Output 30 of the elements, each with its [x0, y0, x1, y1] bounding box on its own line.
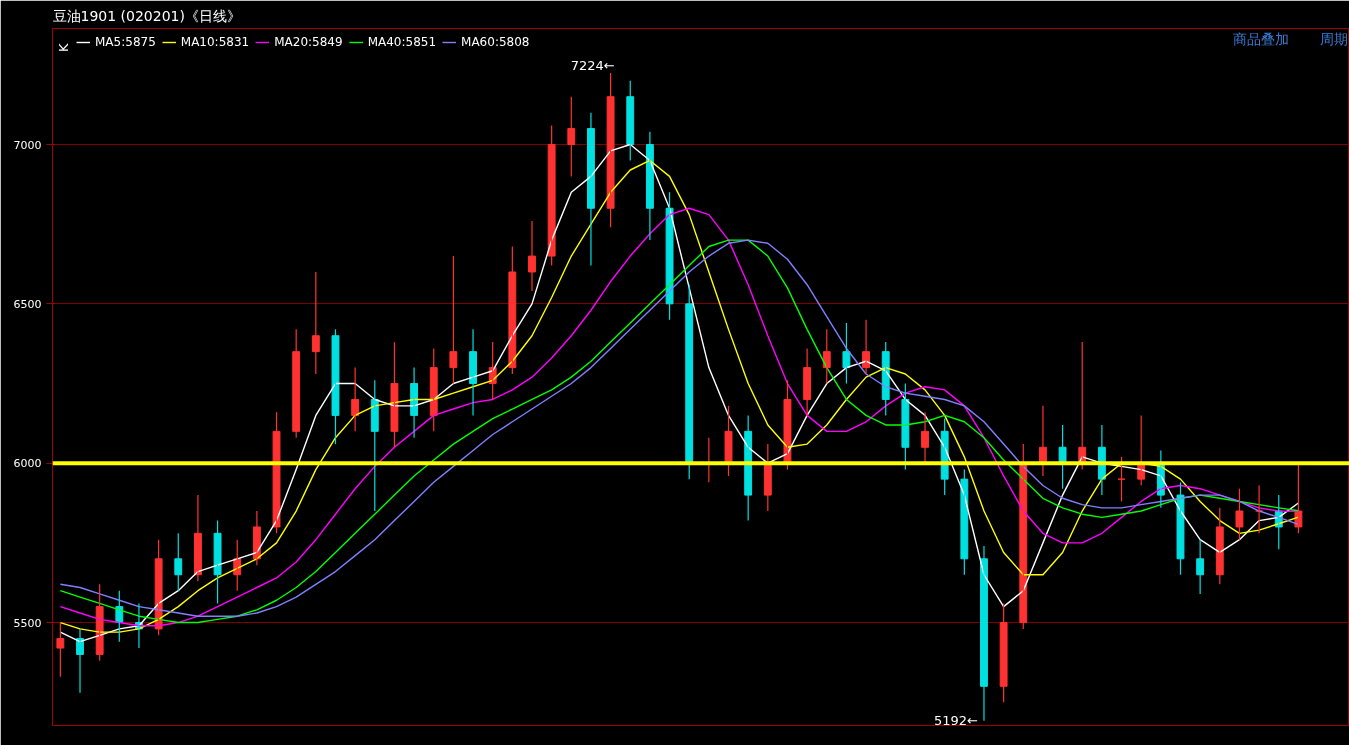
legend-label: MA40:5851	[367, 35, 437, 49]
candlestick	[665, 191, 674, 321]
chart-title: 豆油1901 (020201)《日线》	[52, 7, 241, 24]
candlestick	[1235, 488, 1244, 541]
candlestick	[842, 322, 851, 385]
annotation: 商品叠加	[1232, 30, 1289, 47]
y-tick-label: 5500	[13, 616, 42, 630]
y-tick-label: 7000	[13, 138, 42, 152]
legend-label: MA5:5875	[95, 35, 156, 49]
text: 周期	[1319, 30, 1348, 47]
legend-title: K	[56, 42, 71, 52]
candlestick	[724, 405, 733, 477]
candlestick	[174, 532, 183, 592]
y-tick-label: 6000	[13, 457, 42, 471]
annotation: 7224←	[570, 58, 615, 74]
candlestick	[390, 341, 399, 448]
y-tick-label: 6500	[13, 297, 42, 311]
candlestick	[1176, 481, 1185, 576]
candlestick	[213, 519, 222, 605]
candlestick	[331, 328, 340, 445]
legend-label: MA60:5808	[461, 35, 530, 49]
candlestick	[783, 379, 792, 471]
legend-label: MA20:5849	[274, 35, 343, 49]
candlestick	[311, 271, 320, 375]
candlestick	[567, 96, 576, 177]
candlestick	[449, 255, 458, 385]
candlestick	[272, 411, 281, 534]
annotation: 5192←	[934, 713, 979, 729]
legend-label: MA10:5831	[180, 35, 250, 49]
candlestick	[56, 621, 65, 678]
